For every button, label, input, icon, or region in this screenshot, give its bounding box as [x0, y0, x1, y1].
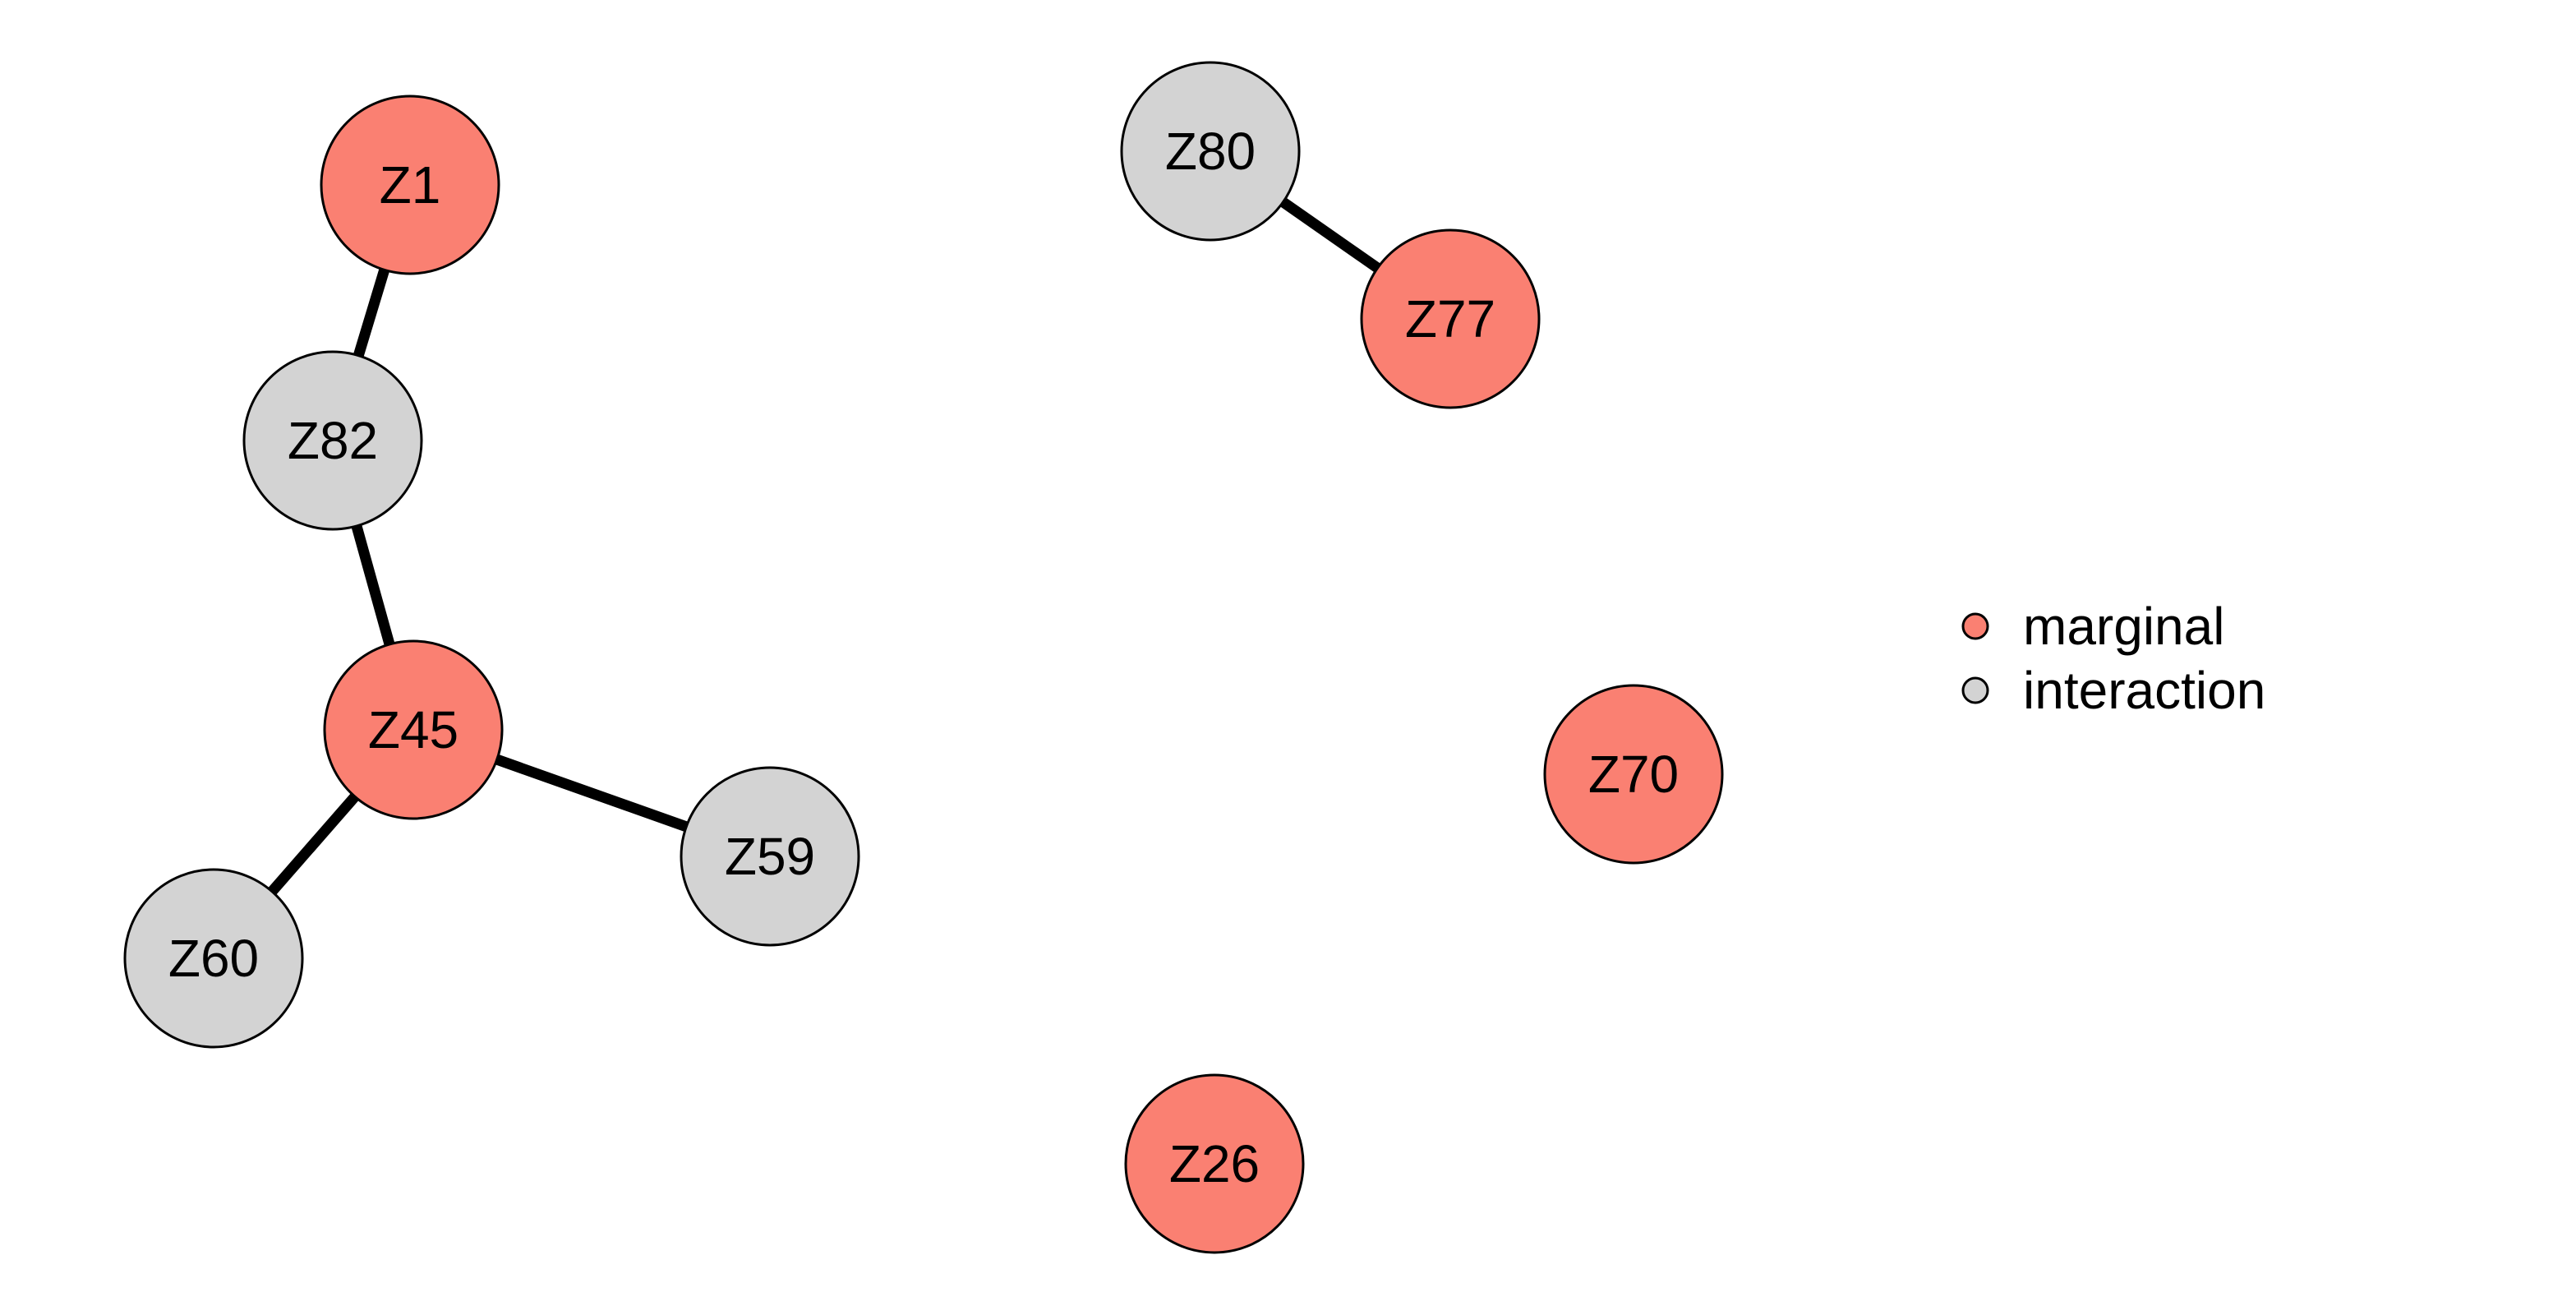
node-label-z80: Z80	[1165, 122, 1256, 181]
node-circle-z80	[1120, 61, 1301, 242]
node-z59: Z59	[680, 766, 860, 947]
node-label-z59: Z59	[725, 827, 815, 886]
node-label-z1: Z1	[380, 155, 441, 215]
node-circle-z45	[323, 639, 504, 820]
node-z60: Z60	[123, 868, 304, 1049]
legend-swatch-interaction	[1961, 676, 1989, 704]
node-circle-z26	[1124, 1073, 1305, 1254]
node-circle-z60	[123, 868, 304, 1049]
node-z45: Z45	[323, 639, 504, 820]
node-z1: Z1	[320, 95, 500, 275]
node-z70: Z70	[1543, 684, 1724, 865]
legend-swatch-marginal	[1961, 612, 1989, 640]
node-circle-z59	[680, 766, 860, 947]
legend-label-interaction: interaction	[2023, 661, 2265, 720]
node-z77: Z77	[1360, 228, 1541, 409]
node-label-z60: Z60	[168, 929, 259, 988]
legend-item-marginal: marginal	[1961, 597, 2224, 656]
node-label-z45: Z45	[368, 700, 459, 759]
node-label-z82: Z82	[288, 411, 378, 470]
nodes-layer: Z1 Z82 Z45 Z59 Z60 Z80 Z77 Z70 Z26	[123, 61, 1724, 1254]
node-z26: Z26	[1124, 1073, 1305, 1254]
node-label-z70: Z70	[1588, 745, 1679, 804]
node-circle-z70	[1543, 684, 1724, 865]
node-circle-z1	[320, 95, 500, 275]
node-circle-z77	[1360, 228, 1541, 409]
node-label-z26: Z26	[1169, 1134, 1260, 1193]
node-z82: Z82	[242, 350, 423, 531]
node-circle-z82	[242, 350, 423, 531]
legend-label-marginal: marginal	[2023, 597, 2224, 656]
legend-item-interaction: interaction	[1961, 661, 2265, 720]
node-z80: Z80	[1120, 61, 1301, 242]
node-label-z77: Z77	[1405, 289, 1495, 348]
